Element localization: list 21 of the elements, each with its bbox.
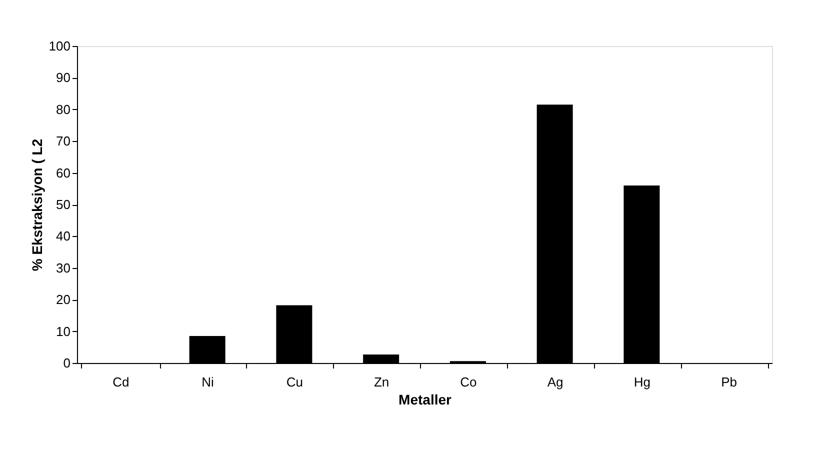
x-tick-label: Cu <box>286 374 303 390</box>
y-tick-label: 20 <box>56 292 70 308</box>
x-tick-label: Ag <box>547 374 564 390</box>
y-axis-title: % Ekstraksiyon ( L2 <box>28 138 45 272</box>
y-tick-label: 50 <box>56 197 70 212</box>
y-tick-label: 80 <box>56 102 70 117</box>
x-tick-label: Zn <box>374 374 390 390</box>
y-tick-label: 10 <box>56 324 70 339</box>
x-axis-title: Metaller <box>398 392 452 408</box>
y-tick-label: 30 <box>56 260 70 276</box>
y-tick-label: 70 <box>56 134 70 149</box>
x-tick-label: Ni <box>202 374 214 390</box>
y-tick-label: 0 <box>63 356 70 370</box>
x-tick-label: Pb <box>721 374 738 390</box>
y-tick-label: 60 <box>56 165 70 180</box>
x-tick-label: Cd <box>112 374 130 390</box>
y-tick-label: 90 <box>56 70 70 86</box>
y-tick-label: 100 <box>48 38 70 54</box>
y-tick-label: 40 <box>56 228 70 244</box>
x-tick-label: Co <box>460 374 477 390</box>
x-tick-label: Hg <box>634 374 650 390</box>
